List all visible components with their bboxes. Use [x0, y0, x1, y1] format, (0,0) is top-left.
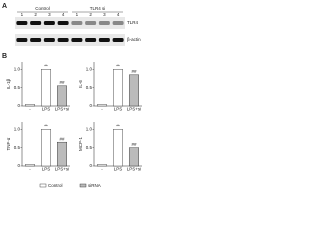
- bar: [112, 69, 123, 107]
- annotation: ##: [131, 69, 137, 74]
- blot-strip: [15, 34, 125, 46]
- x-tick-label: LPS+si: [55, 167, 69, 172]
- annotation: **: [44, 64, 48, 69]
- panel-label: B: [2, 53, 7, 60]
- bar: [41, 69, 52, 107]
- row-label: β-actin: [127, 37, 141, 42]
- annotation: ##: [59, 80, 65, 85]
- group-label: Control: [35, 6, 50, 11]
- y-tick-label: 0.5: [14, 145, 21, 150]
- bar: [96, 104, 107, 107]
- band: [71, 38, 83, 42]
- band: [112, 21, 124, 25]
- y-tick-label: 0: [89, 163, 92, 168]
- x-tick-label: LPS+si: [127, 167, 141, 172]
- annotation: **: [44, 124, 48, 129]
- blot-strip: [15, 17, 125, 29]
- annotation: **: [116, 124, 120, 129]
- lane-label: 1: [76, 12, 79, 17]
- y-tick-label: 0.5: [86, 145, 93, 150]
- y-tick-label: 1.0: [14, 67, 21, 72]
- bar: [112, 129, 123, 167]
- row-label: TLR4: [127, 20, 139, 25]
- lane-label: 1: [21, 12, 24, 17]
- bar: [57, 141, 68, 167]
- band: [30, 21, 42, 25]
- annotation: ##: [131, 142, 137, 147]
- band: [71, 21, 83, 25]
- y-axis-label: MCP-1: [78, 137, 83, 151]
- y-tick-label: 0.5: [14, 85, 21, 90]
- x-tick-label: LPS: [114, 167, 123, 172]
- panel-label: A: [2, 3, 7, 10]
- y-tick-label: 0.5: [86, 85, 93, 90]
- band: [16, 21, 28, 25]
- bar: [128, 74, 139, 107]
- bar: [41, 129, 52, 167]
- x-tick-label: -: [29, 107, 31, 112]
- x-tick-label: -: [29, 167, 31, 172]
- x-tick-label: LPS: [42, 167, 51, 172]
- band: [85, 21, 97, 25]
- legend-swatch: [79, 183, 87, 188]
- band: [43, 38, 55, 42]
- lane-label: 4: [117, 12, 120, 17]
- bar: [96, 164, 107, 167]
- figure: A B Control TLR4 si 1 2 3 4 1 2 3 4 TLR4 β-actin IL-…: [2, 3, 142, 188]
- legend-label: siRNA: [88, 183, 101, 188]
- band: [30, 38, 42, 42]
- x-tick-label: LPS: [114, 107, 123, 112]
- band: [57, 38, 69, 42]
- y-tick-label: 0: [17, 103, 20, 108]
- band: [85, 38, 97, 42]
- bar: [128, 147, 139, 167]
- y-tick-label: 1.0: [14, 127, 21, 132]
- lane-label: 2: [89, 12, 92, 17]
- lane-label: 3: [103, 12, 106, 17]
- group-label: TLR4 si: [90, 6, 106, 11]
- lane-label: 4: [62, 12, 65, 17]
- y-axis-label: IL-1β: [6, 78, 11, 89]
- band: [43, 21, 55, 25]
- x-tick-label: LPS: [42, 107, 51, 112]
- y-tick-label: 0: [89, 103, 92, 108]
- y-axis-label: TNF-α: [6, 137, 11, 150]
- bar: [25, 104, 36, 107]
- band: [98, 21, 110, 25]
- band: [16, 38, 28, 42]
- band: [98, 38, 110, 42]
- y-axis-label: IL-6: [78, 80, 83, 88]
- lane-label: 3: [48, 12, 51, 17]
- legend-label: Control: [48, 183, 63, 188]
- annotation: **: [116, 64, 120, 69]
- lane-label: 2: [34, 12, 37, 17]
- x-tick-label: -: [101, 167, 103, 172]
- x-tick-label: LPS+si: [55, 107, 69, 112]
- band: [112, 38, 124, 42]
- bar: [57, 85, 68, 107]
- x-tick-label: LPS+si: [127, 107, 141, 112]
- x-tick-label: -: [101, 107, 103, 112]
- band: [57, 21, 69, 25]
- annotation: ##: [59, 136, 65, 141]
- y-tick-label: 1.0: [86, 67, 93, 72]
- y-tick-label: 1.0: [86, 127, 93, 132]
- y-tick-label: 0: [17, 163, 20, 168]
- bar: [25, 164, 36, 167]
- legend-swatch: [39, 183, 47, 188]
